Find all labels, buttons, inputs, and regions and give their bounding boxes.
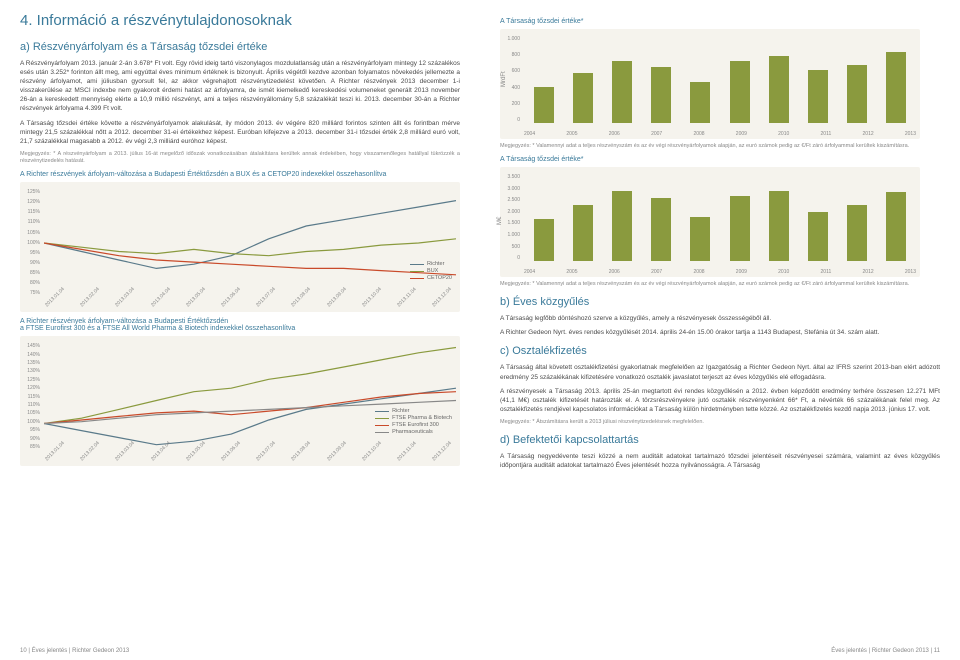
paragraph: A Társaság által követett osztalékfizeté… — [500, 363, 940, 381]
paragraph: A részvényesek a Társaság 2013. április … — [500, 387, 940, 414]
right-page: A Társaság tőzsdei értéke* MrdFt 1.00080… — [480, 0, 960, 660]
line-chart-2: 145%140%135%130%125%120%115%110%105%100%… — [20, 336, 460, 466]
left-page: 4. Információ a részvénytulajdonosoknak … — [0, 0, 480, 660]
bar-chart-title-1: A Társaság tőzsdei értéke* — [500, 18, 940, 25]
chart-title-2: A Richter részvények árfolyam-változása … — [20, 318, 460, 332]
bar-chart-title-2: A Társaság tőzsdei értéke* — [500, 156, 940, 163]
subsection-a: a) Részvényárfolyam és a Társaság tőzsde… — [20, 41, 460, 53]
footnote: Megjegyzés: * Átszámításra került a 2013… — [500, 419, 940, 426]
subsection-b: b) Éves közgyűlés — [500, 296, 940, 308]
section-title: 4. Információ a részvénytulajdonosoknak — [20, 12, 460, 29]
subsection-d: d) Befektetői kapcsolattartás — [500, 434, 940, 446]
page-footer: Éves jelentés | Richter Gedeon 2013 | 11 — [831, 648, 940, 654]
paragraph: A Richter Gedeon Nyrt. éves rendes közgy… — [500, 328, 940, 337]
chart-note: Megjegyzés: * Valamennyi adat a teljes r… — [500, 143, 940, 150]
paragraph: A Társaság tőzsdei értéke követte a rész… — [20, 119, 460, 146]
chart-title: A Richter részvények árfolyam-változása … — [20, 171, 460, 178]
page-footer: 10 | Éves jelentés | Richter Gedeon 2013 — [20, 648, 129, 654]
subsection-c: c) Osztalékfizetés — [500, 345, 940, 357]
paragraph: A Társaság legfőbb döntéshozó szerve a k… — [500, 314, 940, 323]
paragraph: A Részvényárfolyam 2013. január 2-án 3.6… — [20, 59, 460, 114]
paragraph: A Társaság negyedévente teszi közzé a ne… — [500, 452, 940, 470]
line-chart-1: 125%120%115%110%105%100%95%90%85%80%75% … — [20, 182, 460, 312]
chart-note: Megjegyzés: * Valamennyi adat a teljes r… — [500, 281, 940, 288]
bar-chart-1: MrdFt 1.0008006004002000 200420052006200… — [500, 29, 920, 139]
footnote: Megjegyzés: * A részvényárfolyam a 2013.… — [20, 151, 460, 165]
bar-chart-2: M€ 3.5003.0002.5002.0001.5001.0005000 20… — [500, 167, 920, 277]
